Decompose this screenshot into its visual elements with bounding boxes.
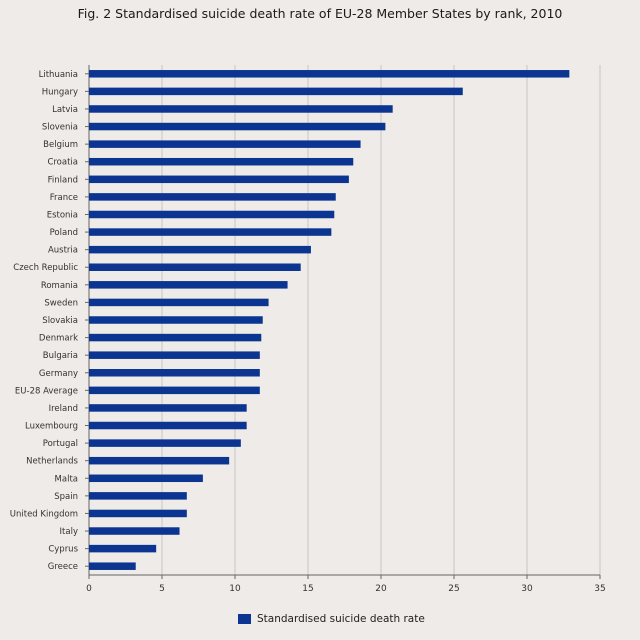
bar	[89, 456, 230, 465]
bar	[89, 421, 247, 430]
category-label: Austria	[48, 246, 78, 256]
x-tick-label: 30	[521, 584, 533, 594]
x-tick-label: 25	[448, 584, 459, 594]
x-tick-label: 10	[229, 584, 241, 594]
bar	[89, 281, 288, 289]
legend-label: Standardised suicide death rate	[257, 613, 425, 625]
bar	[89, 140, 361, 148]
category-label: Bulgaria	[43, 351, 78, 361]
category-label: Estonia	[47, 210, 78, 220]
bar	[89, 87, 463, 96]
category-label: Hungary	[42, 87, 78, 97]
category-label: Belgium	[43, 140, 78, 150]
bar	[89, 193, 336, 201]
bar	[89, 245, 311, 254]
x-tick-label: 20	[375, 584, 387, 594]
category-label: France	[50, 193, 78, 203]
bar	[89, 492, 187, 500]
bar	[89, 210, 335, 219]
bar	[89, 70, 570, 78]
category-label: Netherlands	[26, 457, 78, 467]
category-label: Luxembourg	[25, 422, 78, 432]
bar	[89, 369, 260, 377]
bar	[89, 386, 260, 395]
category-label: United Kingdom	[10, 509, 78, 519]
bar	[89, 544, 157, 553]
bar	[89, 351, 260, 359]
chart-title: Fig. 2 Standardised suicide death rate o…	[77, 6, 563, 21]
category-label: Croatia	[47, 158, 78, 168]
category-label: Malta	[55, 474, 78, 484]
bar	[89, 509, 187, 518]
bar	[89, 404, 247, 412]
category-label: Latvia	[52, 105, 78, 115]
category-label: Lithuania	[39, 70, 78, 80]
category-label: Cyprus	[48, 545, 78, 555]
category-label: Spain	[54, 492, 78, 502]
category-label: Germany	[39, 369, 78, 379]
category-label: EU-28 Average	[15, 386, 78, 396]
category-label: Sweden	[44, 298, 78, 308]
bar	[89, 316, 263, 324]
x-tick-label: 35	[594, 584, 605, 594]
category-label: Romania	[41, 281, 78, 291]
category-label: Italy	[60, 527, 78, 537]
bar	[89, 122, 386, 131]
category-label: Portugal	[43, 439, 78, 449]
x-tick-label: 5	[159, 584, 165, 594]
x-tick-label: 0	[86, 584, 92, 594]
category-label: Ireland	[49, 404, 78, 414]
category-label: Slovakia	[42, 316, 78, 326]
bar	[89, 562, 136, 570]
bar	[89, 157, 354, 166]
category-label: Denmark	[39, 334, 78, 344]
category-label: Czech Republic	[13, 263, 78, 273]
bar	[89, 105, 393, 113]
x-tick-label: 15	[302, 584, 313, 594]
legend: Standardised suicide death rate	[238, 613, 425, 625]
category-label: Poland	[50, 228, 78, 238]
category-label: Finland	[48, 175, 78, 185]
bar	[89, 333, 262, 342]
category-label: Slovenia	[42, 123, 78, 133]
bar	[89, 474, 203, 483]
bar	[89, 263, 301, 271]
bar	[89, 175, 349, 184]
bar	[89, 298, 269, 307]
bar	[89, 527, 180, 535]
category-label: Greece	[48, 562, 78, 572]
legend-swatch	[238, 614, 251, 624]
bar	[89, 228, 332, 236]
bar	[89, 439, 241, 447]
